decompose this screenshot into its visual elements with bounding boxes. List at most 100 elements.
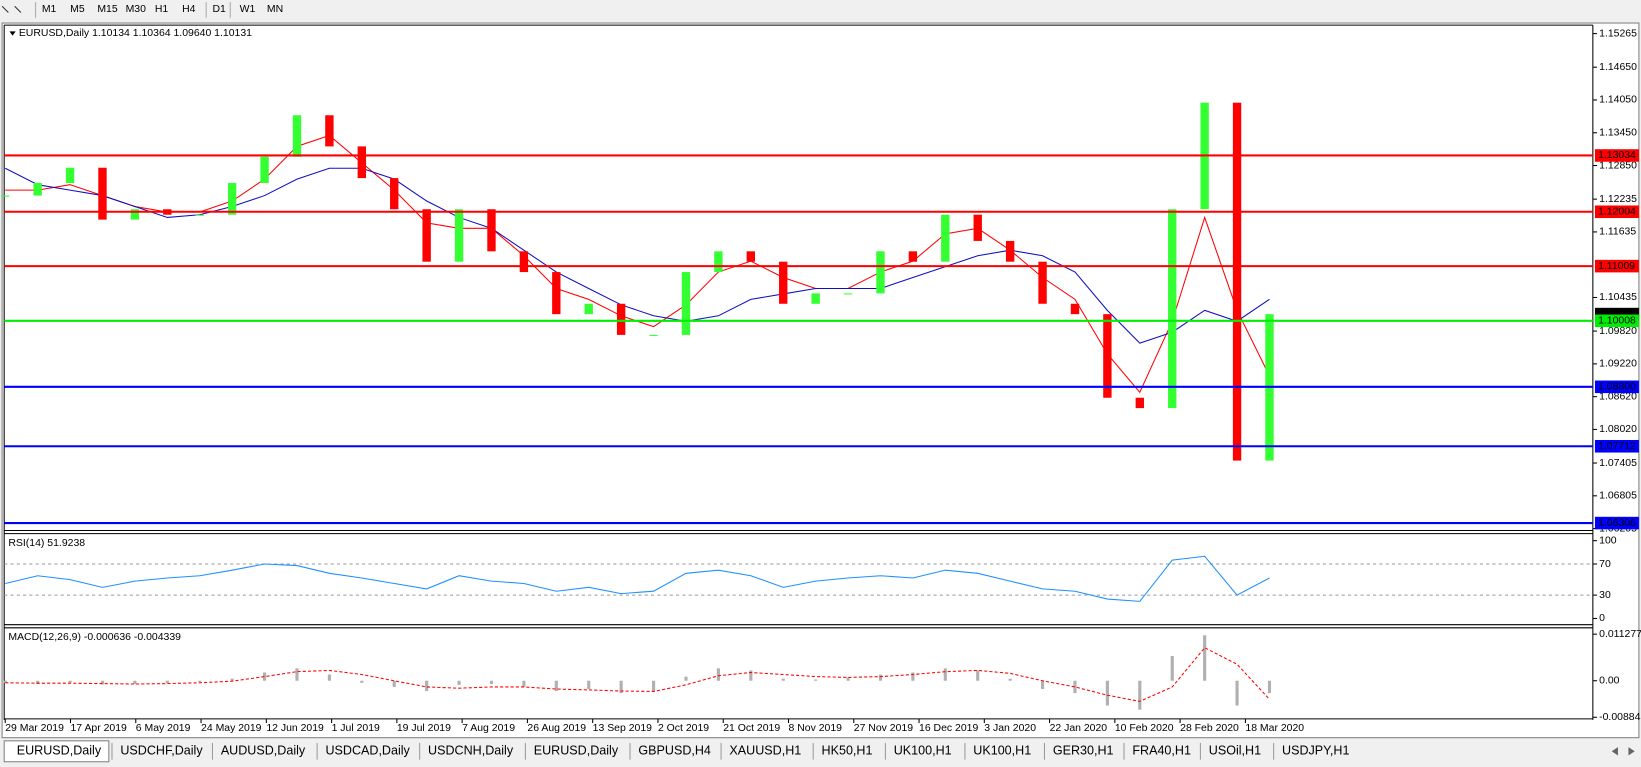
timeframe-button[interactable]: M1 bbox=[42, 4, 57, 15]
collapse-arrow[interactable] bbox=[9, 31, 16, 36]
x-tick-label: 7 Aug 2019 bbox=[462, 723, 515, 734]
candle bbox=[681, 272, 691, 335]
indicator-title: RSI(14) 51.9238 bbox=[8, 538, 85, 549]
x-tick-label: 13 Sep 2019 bbox=[593, 723, 652, 734]
tab-scroll[interactable] bbox=[1611, 747, 1635, 756]
tab[interactable]: FRA40,H1 bbox=[1132, 744, 1191, 758]
x-tick-label: 27 Nov 2019 bbox=[854, 723, 913, 734]
tab[interactable]: USDCAD,Daily bbox=[325, 744, 410, 758]
candle bbox=[714, 251, 723, 273]
dropdown[interactable] bbox=[1, 5, 22, 13]
tab[interactable]: EURUSD,Daily bbox=[17, 744, 102, 758]
candle bbox=[487, 209, 496, 252]
timeframe-button[interactable]: W1 bbox=[240, 4, 256, 15]
tab[interactable]: GBPUSD,H4 bbox=[638, 744, 711, 758]
level-label: 1.11009 bbox=[1598, 261, 1635, 272]
candle bbox=[973, 214, 982, 241]
indicator-title: MACD(12,26,9) -0.000636 -0.004339 bbox=[8, 632, 181, 643]
tab[interactable]: UK100,H1 bbox=[894, 744, 952, 758]
tab[interactable]: USDCNH,Daily bbox=[428, 744, 514, 758]
level-tag bbox=[1594, 380, 1639, 394]
macd-bar bbox=[976, 670, 980, 681]
macd-bar bbox=[1203, 635, 1207, 681]
y-tick-label: 1.10435 bbox=[1599, 292, 1637, 303]
y-tick-label: 70 bbox=[1599, 559, 1611, 570]
macd-bar bbox=[911, 672, 915, 681]
tab[interactable]: XAUUSD,H1 bbox=[729, 744, 801, 758]
signal-line bbox=[5, 647, 1270, 702]
macd-bar bbox=[814, 679, 818, 681]
timeframe-button[interactable]: D1 bbox=[212, 4, 226, 15]
candle bbox=[1, 195, 10, 197]
candle bbox=[260, 156, 269, 184]
tab[interactable]: AUDUSD,Daily bbox=[221, 744, 306, 758]
x-tick-label: 12 Jun 2019 bbox=[266, 723, 324, 734]
candle bbox=[1070, 303, 1080, 315]
tab[interactable]: EURUSD,Daily bbox=[534, 744, 619, 758]
level-tag bbox=[1594, 149, 1639, 162]
active-tab bbox=[3, 740, 110, 763]
y-tick-label: 100 bbox=[1599, 535, 1617, 546]
macd-bar bbox=[587, 680, 591, 690]
macd-bar bbox=[522, 680, 526, 687]
candle bbox=[1103, 314, 1112, 398]
chart-window bbox=[1, 22, 1640, 739]
macd-bar bbox=[295, 668, 299, 681]
macd-bar bbox=[651, 680, 656, 692]
tab-bar bbox=[0, 738, 1641, 767]
timeframe-button[interactable]: M30 bbox=[126, 4, 147, 15]
timeframe-button[interactable]: H1 bbox=[155, 4, 169, 15]
timeframe-button[interactable]: H4 bbox=[182, 4, 196, 15]
level-tag bbox=[1594, 205, 1639, 219]
y-tick-label: 1.14050 bbox=[1599, 95, 1637, 106]
moving-average bbox=[4, 167, 1270, 344]
macd-bar bbox=[554, 680, 558, 692]
x-tick-label: 18 Mar 2020 bbox=[1245, 723, 1304, 734]
macd-bar bbox=[1105, 680, 1109, 706]
candle bbox=[1135, 397, 1144, 409]
candle bbox=[292, 115, 302, 157]
tab[interactable]: USDJPY,H1 bbox=[1282, 744, 1349, 758]
y-tick-label: 1.09820 bbox=[1599, 326, 1637, 337]
timeframe-button[interactable]: M5 bbox=[70, 4, 85, 15]
candle bbox=[65, 167, 75, 184]
x-tick-label: 28 Feb 2020 bbox=[1180, 723, 1239, 734]
tab[interactable]: USDCHF,Daily bbox=[120, 744, 203, 758]
macd-bar bbox=[878, 674, 883, 681]
x-tick-label: 17 Apr 2019 bbox=[71, 723, 128, 734]
candle bbox=[454, 209, 464, 262]
y-tick-label: 1.08020 bbox=[1599, 424, 1637, 435]
x-tick-label: 8 Nov 2019 bbox=[788, 723, 842, 734]
macd-bar bbox=[3, 680, 7, 683]
y-tick-label: 1.13450 bbox=[1599, 128, 1637, 139]
macd-bar bbox=[1267, 680, 1272, 694]
candle bbox=[227, 183, 237, 215]
candle bbox=[552, 272, 561, 315]
level-label: 1.10008 bbox=[1598, 316, 1636, 327]
macd-bar bbox=[489, 680, 494, 685]
tab[interactable]: UK100,H1 bbox=[973, 744, 1031, 758]
timeframe-button[interactable]: M15 bbox=[97, 4, 118, 15]
x-tick-label: 21 Oct 2019 bbox=[723, 723, 780, 734]
tab[interactable]: USOil,H1 bbox=[1209, 744, 1261, 758]
candle bbox=[1038, 261, 1047, 304]
macd-bar bbox=[425, 680, 429, 692]
toolbar bbox=[0, 0, 1641, 21]
y-tick-label: 0.011277 bbox=[1599, 629, 1641, 640]
tab[interactable]: HK50,H1 bbox=[822, 744, 873, 758]
x-tick-label: 1 Jul 2019 bbox=[332, 723, 380, 734]
candle bbox=[519, 251, 529, 273]
y-tick-label: 0.00 bbox=[1599, 676, 1620, 687]
level-label: 1.07712 bbox=[1598, 441, 1636, 452]
x-tick-label: 19 Jul 2019 bbox=[397, 723, 451, 734]
timeframe-button[interactable]: MN bbox=[267, 4, 283, 15]
level-tag bbox=[1594, 516, 1639, 530]
macd-bar bbox=[36, 680, 40, 685]
macd-bar bbox=[360, 680, 364, 683]
candle bbox=[1005, 240, 1015, 262]
tab[interactable]: GER30,H1 bbox=[1053, 744, 1114, 758]
y-tick-label: 1.09220 bbox=[1599, 359, 1637, 370]
macd-bar bbox=[327, 674, 331, 681]
y-tick-label: 30 bbox=[1599, 590, 1611, 601]
